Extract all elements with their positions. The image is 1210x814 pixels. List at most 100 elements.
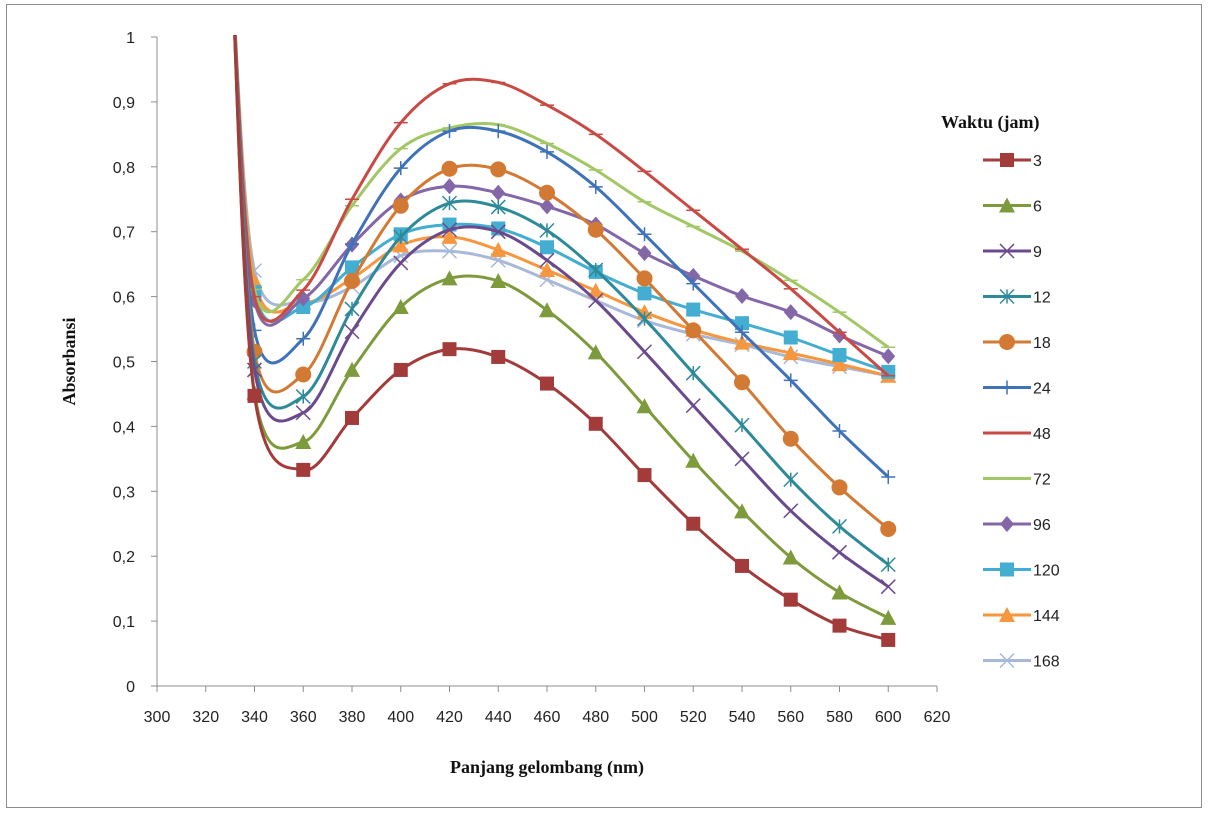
- legend-swatch-marker: [1000, 380, 1014, 395]
- legend-swatch-marker: [999, 288, 1015, 305]
- data-point: [881, 470, 896, 485]
- data-point: [880, 609, 897, 625]
- legend-item-3: 3: [983, 153, 1042, 170]
- data-point: [588, 179, 603, 194]
- series-9: [233, 35, 896, 595]
- data-point: [734, 503, 750, 519]
- series-24: [233, 35, 896, 485]
- y-tick-label: 0,5: [113, 355, 135, 372]
- data-point: [734, 374, 750, 391]
- data-point: [881, 632, 896, 647]
- data-point: [636, 398, 653, 414]
- data-point: [782, 345, 799, 361]
- legend-swatch-marker: [999, 607, 1015, 622]
- legend-title: Waktu (jam): [941, 112, 1040, 133]
- x-axis-title: Panjang gelombang (nm): [450, 757, 644, 778]
- legend-item-48: 48: [983, 426, 1051, 443]
- legend-label: 9: [1033, 244, 1042, 261]
- series-line: [233, 35, 890, 566]
- x-tick-label: 420: [436, 709, 463, 726]
- x-tick-label: 400: [387, 709, 414, 726]
- data-point: [539, 222, 555, 238]
- legend-swatch-marker: [1000, 562, 1014, 577]
- data-point: [441, 243, 458, 259]
- series-96: [233, 35, 896, 365]
- data-point: [637, 227, 652, 242]
- data-point: [735, 325, 749, 340]
- data-point: [636, 344, 653, 360]
- legend-label: 12: [1033, 290, 1051, 307]
- data-point: [685, 322, 702, 339]
- data-point: [735, 558, 749, 573]
- x-tick-label: 620: [924, 709, 951, 726]
- data-point: [880, 520, 897, 537]
- x-tick-label: 480: [582, 709, 609, 726]
- data-point: [344, 324, 360, 340]
- data-point: [783, 472, 799, 488]
- x-tick-label: 500: [631, 709, 658, 726]
- y-tick-label: 0,4: [113, 419, 135, 436]
- legend-label: 24: [1033, 381, 1051, 398]
- legend-label: 48: [1033, 426, 1051, 443]
- data-point: [832, 618, 847, 633]
- y-tick-label: 0: [126, 679, 135, 696]
- series-line: [233, 35, 890, 377]
- data-point: [685, 398, 701, 414]
- legend-item-24: 24: [983, 380, 1051, 398]
- y-tick-label: 0,3: [113, 484, 135, 501]
- data-point: [734, 417, 750, 433]
- data-point: [441, 222, 458, 238]
- data-point: [442, 124, 457, 139]
- data-point: [345, 260, 359, 275]
- legend-label: 96: [1033, 517, 1051, 534]
- data-point: [392, 197, 409, 214]
- series-12: [233, 35, 896, 573]
- x-tick-label: 300: [144, 709, 171, 726]
- data-point: [491, 184, 506, 201]
- x-tick-label: 340: [241, 709, 268, 726]
- data-point: [587, 221, 604, 238]
- data-point: [735, 287, 749, 304]
- legend-item-12: 12: [983, 288, 1051, 307]
- data-point: [393, 229, 409, 245]
- data-point: [831, 479, 848, 496]
- data-point: [587, 344, 604, 360]
- legend-swatch-marker: [1000, 153, 1014, 167]
- data-point: [783, 330, 798, 345]
- data-point: [587, 282, 604, 298]
- x-tick-label: 460: [534, 709, 561, 726]
- y-tick-label: 0,2: [113, 549, 135, 566]
- legend-swatch-marker: [999, 197, 1015, 213]
- y-tick-label: 0,1: [113, 614, 135, 631]
- data-point: [636, 311, 653, 327]
- data-point: [686, 276, 701, 291]
- data-point: [588, 262, 604, 278]
- legend-label: 3: [1033, 153, 1042, 170]
- data-point: [540, 240, 554, 255]
- data-point: [734, 334, 750, 350]
- data-point: [490, 241, 507, 257]
- x-tick-label: 580: [826, 709, 853, 726]
- data-point: [734, 451, 750, 467]
- legend-item-120: 120: [983, 562, 1060, 580]
- data-point: [539, 252, 555, 268]
- data-point: [636, 270, 653, 287]
- series-group: [233, 35, 897, 647]
- data-point: [539, 184, 555, 201]
- data-point: [441, 160, 458, 177]
- x-tick-label: 320: [192, 709, 219, 726]
- data-point: [881, 348, 896, 365]
- data-point: [588, 292, 604, 309]
- data-point: [880, 579, 896, 595]
- data-point: [490, 273, 507, 289]
- data-point: [832, 423, 847, 438]
- data-point: [295, 366, 312, 383]
- data-point: [880, 557, 896, 573]
- legend-label: 6: [1033, 199, 1042, 216]
- data-point: [782, 549, 799, 565]
- x-tick-label: 600: [875, 709, 902, 726]
- data-point: [832, 327, 847, 344]
- data-point: [247, 388, 262, 403]
- legend-item-9: 9: [983, 243, 1042, 261]
